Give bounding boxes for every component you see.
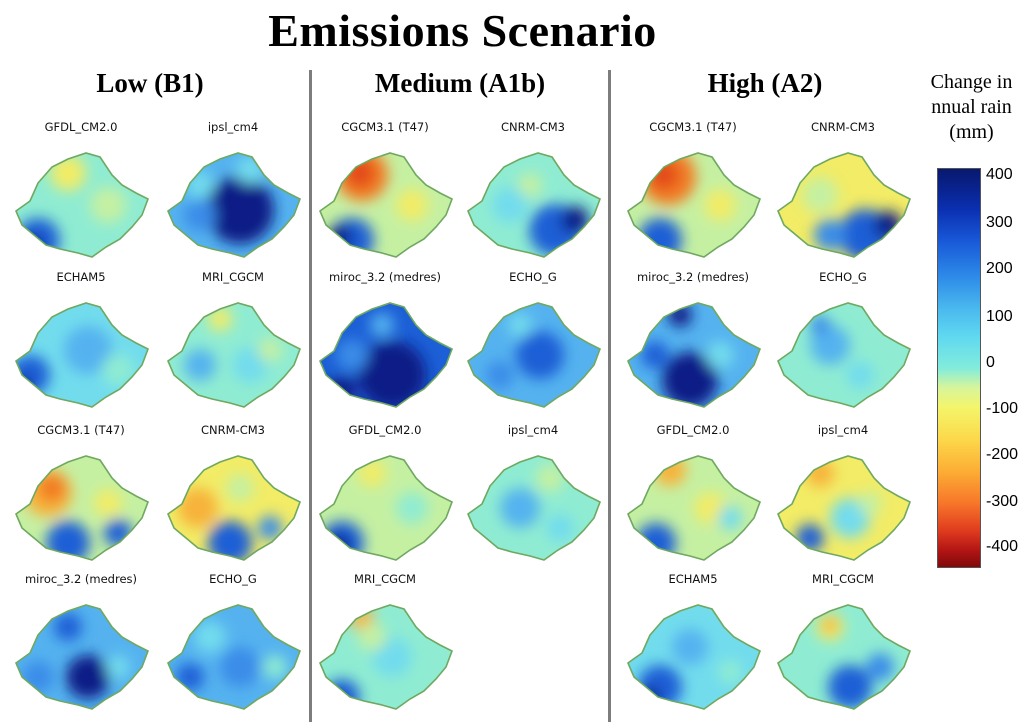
ethiopia-rainfall-map <box>627 455 761 561</box>
legend-tick-label: -400 <box>986 538 1019 555</box>
legend-colorbar <box>937 168 981 568</box>
model-label: MRI_CGCM <box>812 572 874 586</box>
model-label: CGCM3.1 (T47) <box>37 423 125 437</box>
ethiopia-rainfall-map <box>167 302 301 408</box>
model-label: MRI_CGCM <box>202 270 264 284</box>
ethiopia-rainfall-map <box>319 302 453 408</box>
ethiopia-rainfall-map <box>319 604 453 710</box>
ethiopia-rainfall-map <box>777 302 911 408</box>
model-label: ECHO_G <box>509 270 557 284</box>
scenario-heading-high: High (A2) <box>707 68 823 98</box>
ethiopia-rainfall-map <box>167 604 301 710</box>
legend-tick-label: 400 <box>986 166 1013 183</box>
model-label: GFDL_CM2.0 <box>656 423 730 437</box>
model-label: ECHO_G <box>209 572 257 586</box>
model-label: GFDL_CM2.0 <box>44 120 118 134</box>
model-label: CGCM3.1 (T47) <box>649 120 737 134</box>
ethiopia-rainfall-map <box>467 302 601 408</box>
legend-tick-label: -100 <box>986 400 1019 417</box>
legend-tick-label: 200 <box>986 260 1013 277</box>
model-label: miroc_3.2 (medres) <box>328 270 442 284</box>
ethiopia-rainfall-map <box>627 604 761 710</box>
model-label: ipsl_cm4 <box>207 120 259 134</box>
ethiopia-rainfall-map <box>319 455 453 561</box>
scenario-heading-medium: Medium (A1b) <box>374 68 546 98</box>
column-divider <box>608 70 611 722</box>
ethiopia-rainfall-map <box>167 455 301 561</box>
figure-title: Emissions Scenario <box>268 5 657 56</box>
ethiopia-rainfall-map <box>319 152 453 258</box>
model-label: CNRM-CM3 <box>201 423 265 437</box>
ethiopia-rainfall-map <box>627 302 761 408</box>
ethiopia-rainfall-map <box>627 152 761 258</box>
column-divider <box>309 70 312 722</box>
ethiopia-rainfall-map <box>777 152 911 258</box>
ethiopia-rainfall-map <box>15 455 149 561</box>
model-label: ECHAM5 <box>56 270 106 284</box>
legend-tick-label: 100 <box>986 308 1013 325</box>
legend-tick-label: 300 <box>986 214 1013 231</box>
model-label: CNRM-CM3 <box>501 120 565 134</box>
legend-title: Change in nnual rain (mm) <box>930 71 1013 143</box>
model-label: MRI_CGCM <box>354 572 416 586</box>
ethiopia-rainfall-map <box>15 152 149 258</box>
ethiopia-rainfall-map <box>467 152 601 258</box>
model-label: CGCM3.1 (T47) <box>341 120 429 134</box>
ethiopia-rainfall-map <box>167 152 301 258</box>
model-label: ECHAM5 <box>668 572 718 586</box>
model-label: GFDL_CM2.0 <box>348 423 422 437</box>
model-label: miroc_3.2 (medres) <box>636 270 750 284</box>
ethiopia-rainfall-map <box>777 604 911 710</box>
legend-tick-label: -300 <box>986 493 1019 510</box>
scenario-heading-low: Low (B1) <box>96 68 204 98</box>
model-label: ECHO_G <box>819 270 867 284</box>
legend-tick-label: -200 <box>986 446 1019 463</box>
ethiopia-rainfall-map <box>15 302 149 408</box>
ethiopia-rainfall-map <box>15 604 149 710</box>
legend-tick-label: 0 <box>986 354 995 371</box>
model-label: ipsl_cm4 <box>817 423 869 437</box>
ethiopia-rainfall-map <box>777 455 911 561</box>
model-label: miroc_3.2 (medres) <box>24 572 138 586</box>
model-label: CNRM-CM3 <box>811 120 875 134</box>
model-label: ipsl_cm4 <box>507 423 559 437</box>
ethiopia-rainfall-map <box>467 455 601 561</box>
